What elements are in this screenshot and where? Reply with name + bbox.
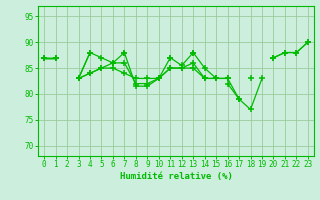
X-axis label: Humidité relative (%): Humidité relative (%) — [120, 172, 232, 181]
